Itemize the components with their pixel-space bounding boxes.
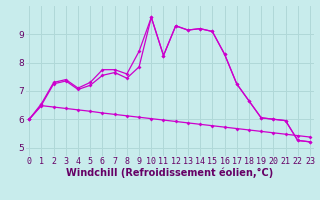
- X-axis label: Windchill (Refroidissement éolien,°C): Windchill (Refroidissement éolien,°C): [66, 168, 273, 178]
